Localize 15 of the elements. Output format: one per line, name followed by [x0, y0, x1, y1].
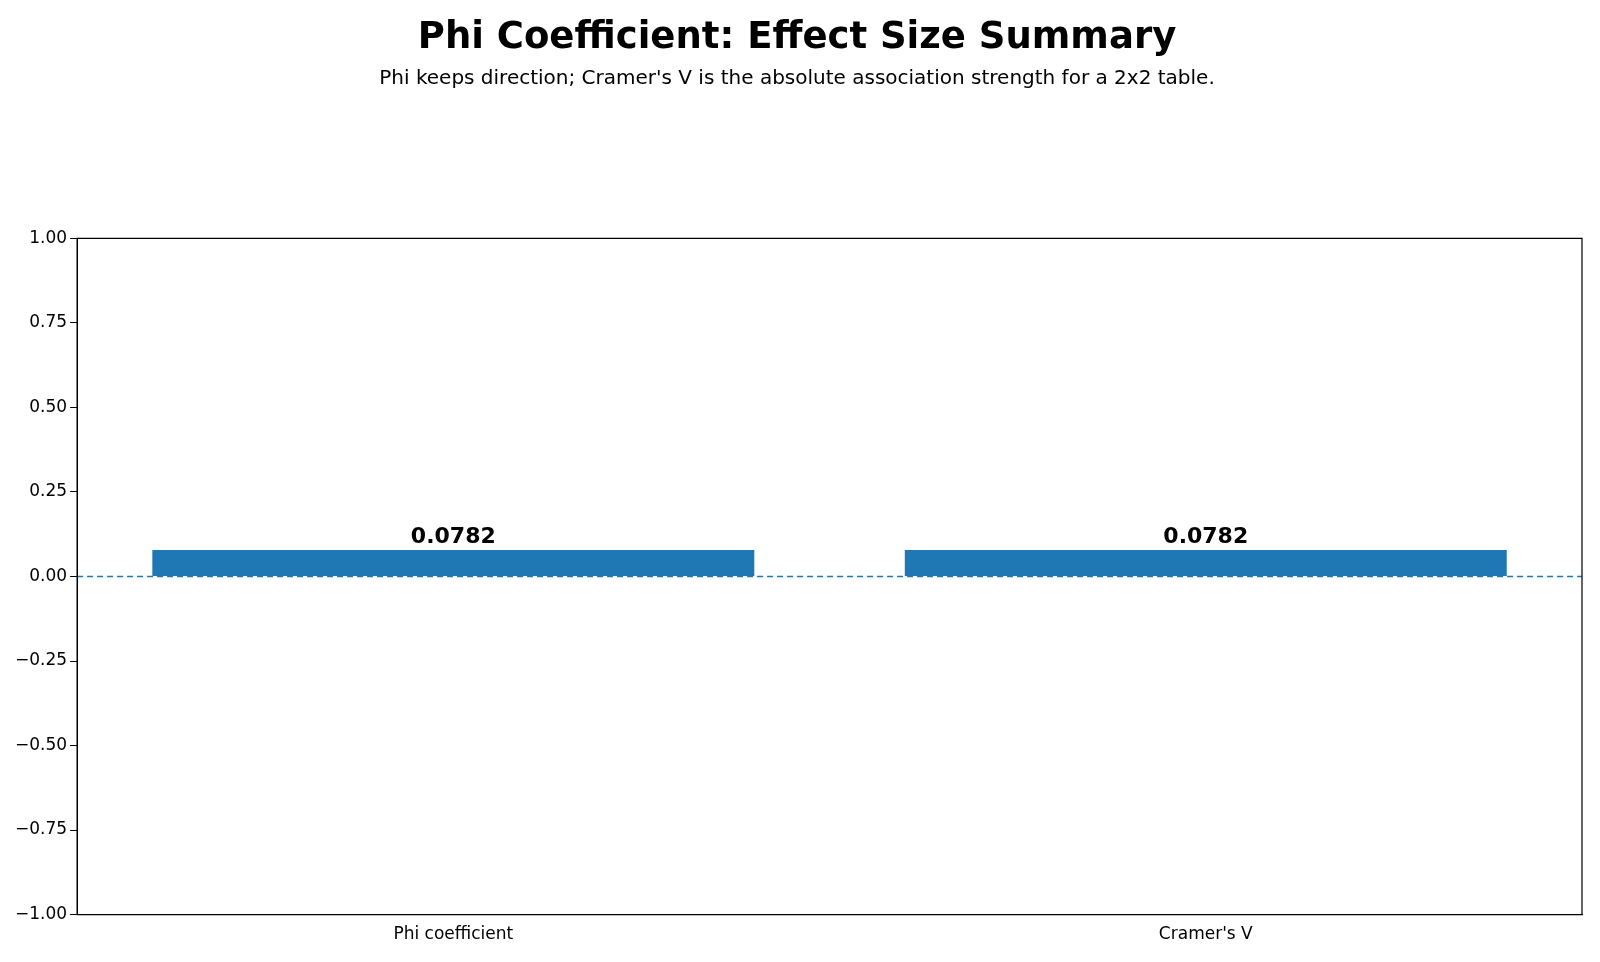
y-tick-label: 0.50 [29, 395, 68, 416]
y-tick-label: −0.75 [14, 818, 68, 839]
data-label: 0.0782 [1163, 522, 1249, 548]
y-tick-label: 0.75 [29, 311, 68, 332]
y-tick-label: 0.25 [29, 480, 68, 501]
chart-title: Phi Coefficient: Effect Size Summary [417, 13, 1177, 57]
chart-subtitle: Phi keeps direction; Cramer's V is the absolute association strength for a 2x2 table. [379, 64, 1215, 89]
x-tick-label: Phi coefficient [393, 923, 514, 944]
x-tick-label: Cramer's V [1158, 923, 1254, 944]
y-tick-label: −1.00 [14, 903, 68, 924]
y-tick-label: 0.00 [29, 564, 68, 585]
y-tick-label: −0.50 [14, 733, 68, 754]
data-label: 0.0782 [410, 522, 496, 548]
y-tick-label: 1.00 [29, 226, 68, 247]
y-tick-label: −0.25 [14, 649, 68, 670]
